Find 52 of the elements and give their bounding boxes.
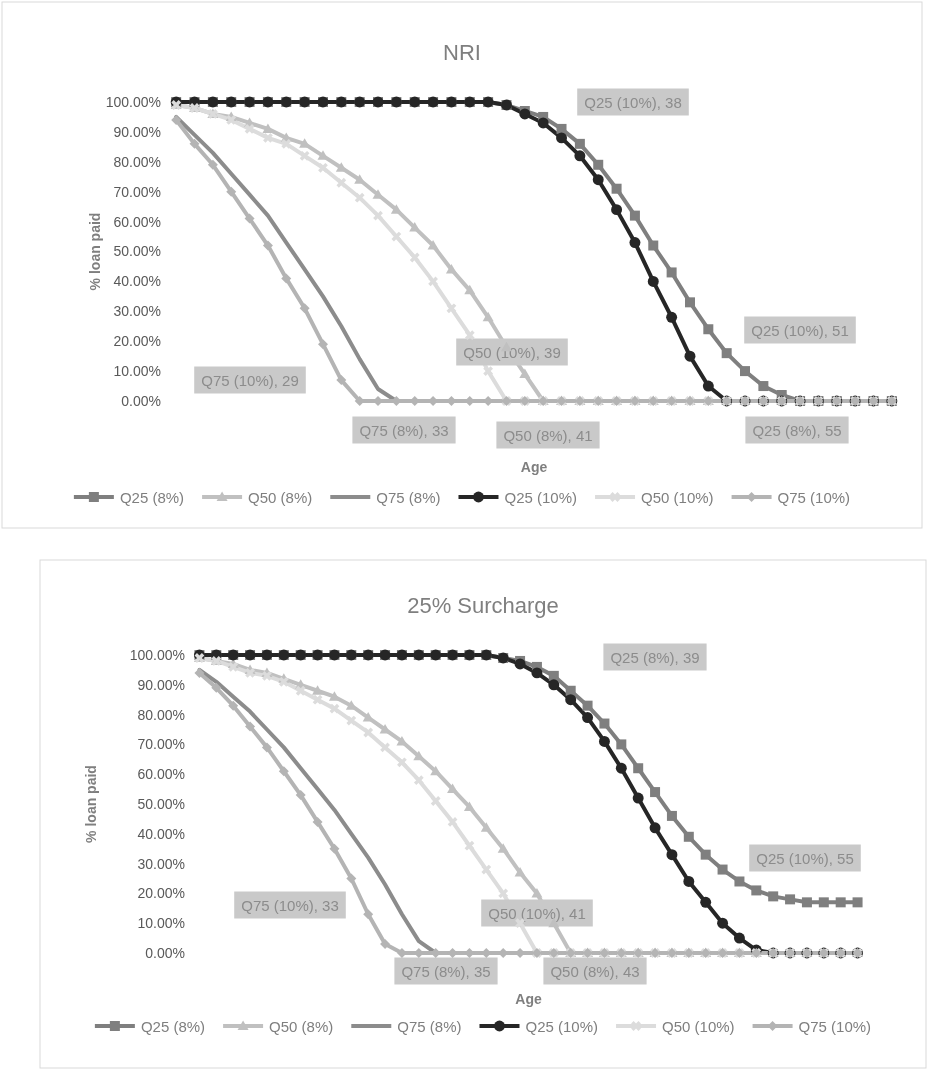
y-tick-label: 90.00%	[137, 676, 185, 693]
y-tick-label: 70.00%	[113, 183, 161, 200]
y-tick-label: 60.00%	[113, 213, 161, 230]
annotation: Q75 (10%), 29	[201, 371, 299, 389]
text: Q25 (8%), 55	[752, 421, 842, 439]
legend-label: Q50 (10%)	[662, 1017, 735, 1035]
y-tick-label: 0.00%	[121, 392, 161, 409]
x-axis-title: Age	[520, 459, 548, 475]
annotation: Q25 (10%), 51	[751, 321, 849, 339]
y-tick-label: 20.00%	[137, 885, 185, 902]
legend-label: Q75 (10%)	[777, 488, 851, 506]
annotation: Q25 (8%), 39	[610, 648, 700, 666]
legend-label: Q25 (8%)	[140, 1017, 206, 1035]
y-tick-label: 50.00%	[113, 243, 161, 260]
y-axis-title: % loan paid	[87, 212, 103, 291]
y-tick-label: 80.00%	[113, 153, 161, 170]
annotation: Q25 (10%), 55	[756, 849, 854, 867]
annotation: Q50 (10%), 41	[488, 904, 586, 922]
y-tick-label: 80.00%	[137, 706, 185, 723]
x-axis-title: Age	[515, 991, 542, 1007]
y-tick-label: 20.00%	[113, 333, 161, 350]
y-tick-label: 100.00%	[129, 646, 185, 663]
y-tick-label: 10.00%	[113, 363, 161, 380]
y-tick-label: 30.00%	[113, 303, 161, 320]
y-tick-label: 40.00%	[137, 825, 185, 842]
y-tick-label: 90.00%	[113, 123, 161, 140]
chart-title: 25% Surcharge	[407, 593, 559, 618]
y-tick-label: 100.00%	[105, 93, 161, 110]
text: Q75 (8%), 33	[359, 421, 449, 439]
y-tick-label: 40.00%	[113, 273, 161, 290]
legend-label: Q25 (8%)	[119, 488, 185, 506]
legend-label: Q75 (8%)	[397, 1017, 462, 1035]
chart-title: NRI	[443, 40, 481, 65]
text: Q50 (8%), 43	[550, 962, 640, 980]
legend-label: Q75 (10%)	[798, 1017, 872, 1035]
text: Q50 (8%), 41	[503, 426, 593, 444]
y-tick-label: 60.00%	[137, 766, 185, 783]
y-tick-label: 10.00%	[137, 915, 185, 932]
y-tick-label: 0.00%	[145, 944, 185, 961]
y-tick-label: 50.00%	[137, 795, 185, 812]
legend-label: Q25 (10%)	[525, 1017, 599, 1035]
legend-label: Q50 (10%)	[641, 488, 714, 506]
legend-label: Q50 (8%)	[269, 1017, 334, 1035]
annotation: Q25 (10%), 38	[584, 93, 682, 111]
y-tick-label: 70.00%	[137, 736, 185, 753]
y-axis-title: % loan paid	[83, 765, 99, 843]
legend-label: Q25 (10%)	[504, 488, 578, 506]
text: Q75 (8%), 35	[401, 962, 491, 980]
annotation: Q75 (10%), 33	[241, 896, 339, 914]
legend-label: Q50 (8%)	[248, 488, 313, 506]
legend-label: Q75 (8%)	[376, 488, 441, 506]
y-tick-label: 30.00%	[137, 855, 185, 872]
